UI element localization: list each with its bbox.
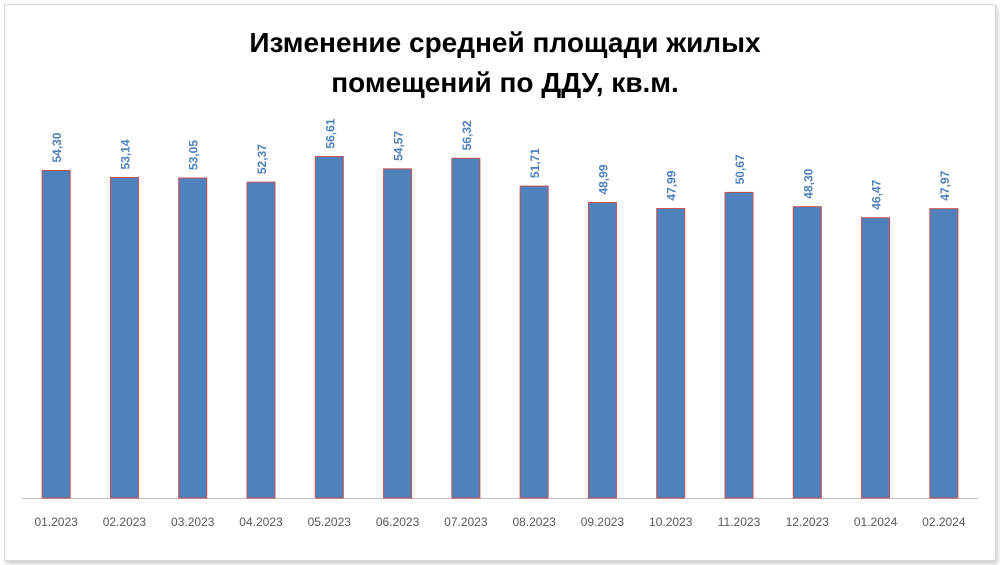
data-label-04.2023: 52,37 — [255, 144, 269, 174]
bar-09.2023 — [587, 202, 617, 499]
bar-10.2023 — [656, 208, 686, 499]
bar-02.2023 — [109, 176, 139, 499]
data-label-02.2023: 53,14 — [118, 139, 132, 169]
chart-title-line-1: Изменение средней площади жилых — [249, 27, 761, 58]
bar-04.2023 — [246, 181, 276, 499]
data-label-05.2023: 56,61 — [323, 118, 337, 148]
x-tick-label-08.2023: 08.2023 — [512, 515, 556, 529]
bar-07.2023 — [451, 157, 481, 499]
x-tick-label-09.2023: 09.2023 — [581, 515, 625, 529]
bar-01.2023 — [41, 170, 71, 499]
x-tick-label-11.2023: 11.2023 — [718, 515, 761, 529]
data-label-03.2023: 53,05 — [187, 140, 201, 170]
x-tick-label-01.2024: 01.2024 — [854, 515, 898, 529]
chart-title: Изменение средней площади жилых помещени… — [155, 23, 855, 103]
chart-frame: Изменение средней площади жилых помещени… — [4, 4, 996, 561]
bar-01.2024 — [861, 217, 891, 499]
x-tick-label-03.2023: 03.2023 — [171, 515, 215, 529]
data-label-01.2023: 54,30 — [50, 132, 64, 162]
data-label-09.2023: 48,99 — [596, 164, 610, 194]
x-tick-label-05.2023: 05.2023 — [308, 515, 352, 529]
bar-06.2023 — [383, 168, 413, 499]
x-tick-label-06.2023: 06.2023 — [376, 515, 420, 529]
bar-11.2023 — [724, 191, 754, 499]
data-label-10.2023: 47,99 — [665, 170, 679, 200]
x-tick-label-02.2023: 02.2023 — [103, 515, 147, 529]
chart-title-line-2: помещений по ДДУ, кв.м. — [331, 67, 679, 98]
data-label-01.2024: 46,47 — [870, 179, 884, 209]
x-tick-label-02.2024: 02.2024 — [922, 515, 966, 529]
data-label-06.2023: 54,57 — [392, 131, 406, 161]
bar-02.2024 — [929, 208, 959, 499]
bar-03.2023 — [178, 177, 208, 499]
bar-12.2023 — [792, 206, 822, 499]
data-label-08.2023: 51,71 — [528, 148, 542, 178]
data-label-12.2023: 48,30 — [801, 168, 815, 198]
data-label-02.2024: 47,97 — [938, 170, 952, 200]
x-tick-label-10.2023: 10.2023 — [649, 515, 693, 529]
x-tick-label-07.2023: 07.2023 — [444, 515, 488, 529]
x-tick-label-04.2023: 04.2023 — [239, 515, 283, 529]
data-label-11.2023: 50,67 — [733, 154, 747, 184]
x-tick-label-12.2023: 12.2023 — [786, 515, 830, 529]
data-label-07.2023: 56,32 — [460, 120, 474, 150]
bar-08.2023 — [519, 185, 549, 499]
bar-05.2023 — [314, 156, 344, 499]
x-tick-label-01.2023: 01.2023 — [34, 515, 78, 529]
